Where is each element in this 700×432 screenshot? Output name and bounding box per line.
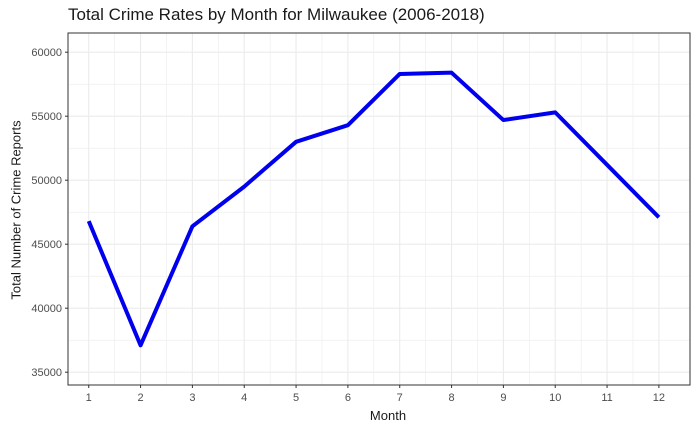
y-axis-ticks: 35000 40000 45000 50000 55000 60000 — [31, 47, 68, 379]
y-tick-label: 40000 — [31, 303, 62, 315]
x-tick-label: 4 — [241, 392, 247, 404]
y-tick-label: 35000 — [31, 367, 62, 379]
x-axis-title: Month — [369, 408, 407, 423]
x-tick-label: 2 — [138, 392, 144, 404]
y-tick-label: 55000 — [31, 111, 62, 123]
chart-title: Total Crime Rates by Month for Milwaukee… — [68, 5, 485, 24]
series-layer — [86, 70, 661, 348]
x-tick-label: 7 — [397, 392, 403, 404]
panel-border — [67, 32, 691, 386]
series-line-1 — [86, 70, 661, 348]
y-tick-label: 60000 — [31, 47, 62, 59]
x-tick-label: 10 — [549, 392, 561, 404]
minor-gridlines — [68, 33, 690, 385]
y-tick-label: 45000 — [31, 239, 62, 251]
y-tick-label: 50000 — [31, 175, 62, 187]
x-tick-label: 11 — [601, 392, 612, 404]
x-tick-label: 12 — [653, 392, 665, 404]
x-tick-label: 6 — [345, 392, 351, 404]
x-tick-label: 5 — [293, 392, 299, 404]
x-tick-label: 1 — [86, 392, 92, 404]
major-gridlines — [68, 33, 690, 385]
x-tick-label: 8 — [449, 392, 455, 404]
x-axis-ticks: 1 2 3 4 5 6 7 8 9 10 11 12 — [86, 385, 665, 404]
x-tick-label: 9 — [500, 392, 506, 404]
x-tick-label: 3 — [189, 392, 195, 404]
